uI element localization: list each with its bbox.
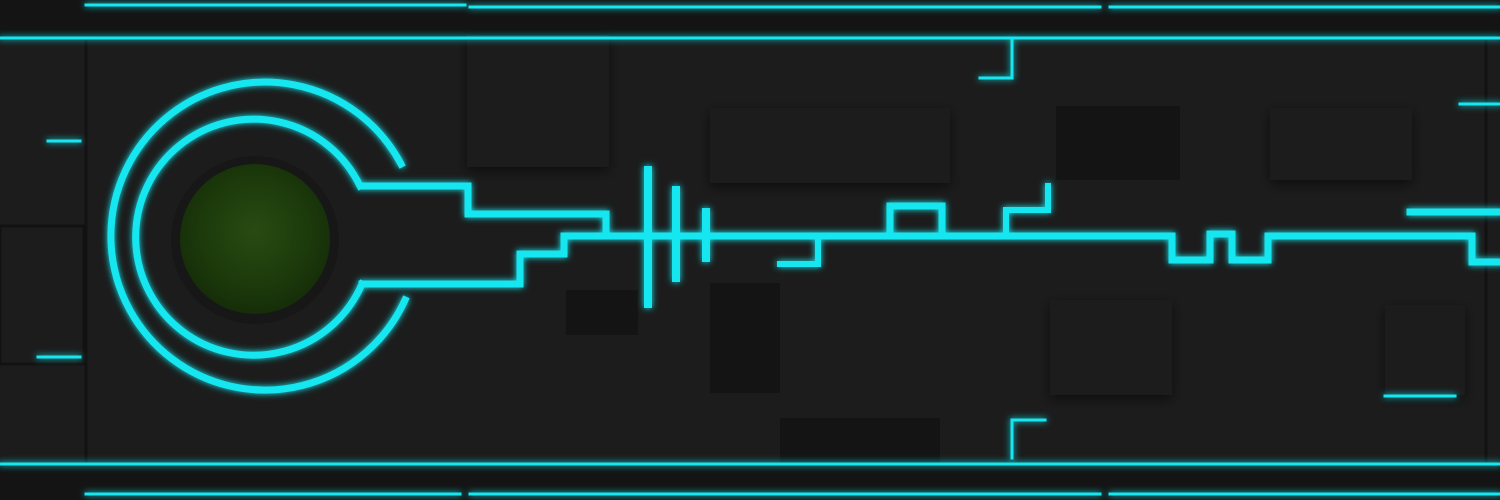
circuit-core bbox=[171, 156, 339, 324]
lower-branch-trace bbox=[777, 233, 821, 267]
raised-block bbox=[1385, 305, 1465, 395]
recessed-block bbox=[710, 283, 780, 393]
upper-trace bbox=[358, 182, 610, 238]
neon-lines bbox=[0, 3, 1500, 496]
main-trace bbox=[358, 230, 1474, 288]
raised-block bbox=[1050, 300, 1172, 395]
raised-block bbox=[1270, 108, 1412, 180]
inner-ring-arc bbox=[132, 115, 367, 359]
raised-block bbox=[467, 35, 609, 167]
green-core bbox=[180, 164, 330, 314]
edge-tick-lines bbox=[36, 36, 1500, 460]
right-branch-trace bbox=[1406, 208, 1500, 266]
recessed-block bbox=[780, 418, 940, 463]
recessed-block bbox=[566, 290, 638, 335]
top-rail-line bbox=[84, 3, 1500, 9]
pulse-bars bbox=[644, 166, 710, 308]
outer-ring-arc bbox=[107, 78, 410, 394]
raised-block bbox=[710, 108, 950, 183]
recessed-block bbox=[1056, 106, 1180, 180]
raised-trace bbox=[886, 202, 946, 240]
panel-edge bbox=[0, 224, 86, 366]
upper-branch-trace bbox=[1003, 183, 1051, 239]
